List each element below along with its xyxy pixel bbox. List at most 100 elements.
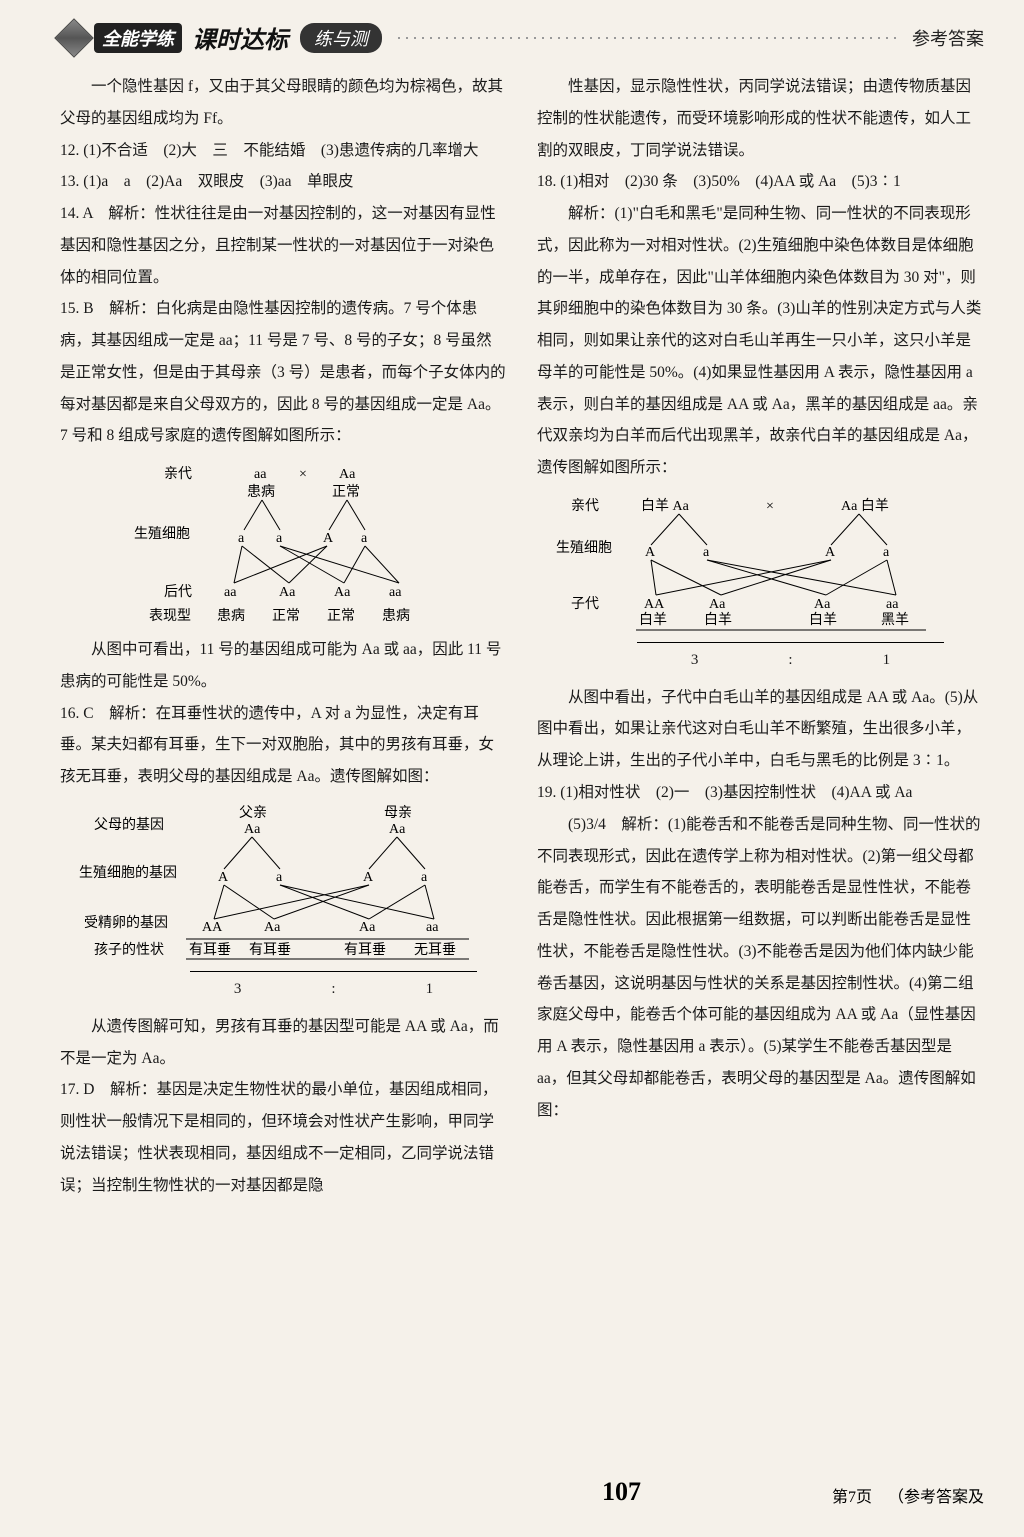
q15: 15. B 解析：白化病是由隐性基因控制的遗传病。7 号个体患病，其基因组成一定…: [60, 293, 507, 452]
text-block: 从图中看出，子代中白毛山羊的基因组成是 AA 或 Aa。(5)从图中看出，如果让…: [537, 682, 984, 777]
svg-text:正常: 正常: [272, 608, 300, 624]
q18-analysis: 解析：(1)"白毛和黑毛"是同种生物、同一性状的不同表现形式，因此称为一对相对性…: [537, 198, 984, 484]
svg-text:黑羊: 黑羊: [881, 612, 909, 628]
svg-text:白羊 Aa: 白羊 Aa: [641, 498, 690, 514]
page-number: 107: [602, 1477, 641, 1507]
logo-icon: [54, 18, 94, 58]
svg-text:Aa: Aa: [814, 597, 831, 612]
title-badge: 练与测: [300, 23, 382, 53]
svg-text:Aa 白羊: Aa 白羊: [841, 498, 889, 514]
right-column: 性基因，显示隐性性状，丙同学说法错误；由遗传物质基因控制的性状能遗传，而受环境影…: [537, 71, 984, 1469]
svg-text:Aa: Aa: [334, 585, 351, 600]
svg-text:×: ×: [766, 499, 774, 514]
svg-text:有耳垂: 有耳垂: [249, 942, 291, 958]
svg-text:A: A: [825, 545, 836, 560]
svg-text:Aa: Aa: [709, 597, 726, 612]
svg-text:A: A: [363, 870, 374, 885]
svg-text:Aa: Aa: [389, 822, 406, 837]
svg-text:a: a: [421, 870, 428, 885]
svg-text:Aa: Aa: [264, 920, 281, 935]
svg-text:受精卵的基因: 受精卵的基因: [84, 914, 168, 931]
footer-page-ref: 第7页: [832, 1489, 872, 1506]
page-header: 全能学练 课时达标 练与测 参考答案: [60, 20, 984, 59]
svg-text:a: a: [276, 870, 283, 885]
brand-badge: 全能学练: [94, 23, 182, 53]
label-mother-geno: Aa: [339, 467, 356, 482]
footer-note: （参考答案及: [888, 1489, 984, 1506]
q17: 17. D 解析：基因是决定生物性状的最小单位，基因组成相同，则性状一般情况下是…: [60, 1074, 507, 1201]
svg-text:Aa: Aa: [359, 920, 376, 935]
q18: 18. (1)相对 (2)30 条 (3)50% (4)AA 或 Aa (5)3…: [537, 166, 984, 198]
ratio-1: 1: [426, 974, 434, 1005]
label-cross: ×: [299, 467, 307, 482]
ratio-colon: :: [331, 974, 335, 1005]
q16: 16. C 解析：在耳垂性状的遗传中，A 对 a 为显性，决定有耳垂。某夫妇都有…: [60, 698, 507, 793]
q19: 19. (1)相对性状 (2)一 (3)基因控制性状 (4)AA 或 Aa: [537, 777, 984, 809]
label-pheno: 表现型: [149, 608, 191, 624]
svg-text:A: A: [645, 545, 656, 560]
svg-text:AA: AA: [202, 920, 223, 935]
svg-text:a: a: [361, 531, 368, 546]
svg-text:有耳垂: 有耳垂: [344, 942, 386, 958]
svg-text:患病: 患病: [217, 608, 245, 624]
header-left: 全能学练 课时达标 练与测: [60, 20, 382, 55]
text-block: 从遗传图解可知，男孩有耳垂的基因型可能是 AA 或 Aa，而不是一定为 Aa。: [60, 1011, 507, 1075]
svg-text:白羊: 白羊: [809, 612, 837, 628]
q13: 13. (1)a a (2)Aa 双眼皮 (3)aa 单眼皮: [60, 166, 507, 198]
q12: 12. (1)不合适 (2)大 三 不能结婚 (3)患遗传病的几率增大: [60, 135, 507, 167]
text-block: 从图中可看出，11 号的基因组成可能为 Aa 或 aa，因此 11 号患病的可能…: [60, 634, 507, 698]
svg-text:a: a: [883, 545, 890, 560]
svg-text:aa: aa: [389, 585, 402, 600]
svg-text:正常: 正常: [327, 608, 355, 624]
svg-text:a: a: [703, 545, 710, 560]
ratio-3: 3: [234, 974, 242, 1005]
svg-text:白羊: 白羊: [704, 612, 732, 628]
label-mother-state: 正常: [332, 484, 360, 500]
page-root: 全能学练 课时达标 练与测 参考答案 一个隐性基因 f，又由于其父母眼睛的颜色均…: [0, 0, 1024, 1537]
ratio-colon: :: [788, 645, 792, 676]
svg-text:父亲: 父亲: [239, 805, 267, 821]
svg-text:a: a: [238, 531, 245, 546]
label-gamete: 生殖细胞: [134, 525, 190, 542]
svg-text:aa: aa: [426, 920, 439, 935]
footer-right: 第7页 （参考答案及: [832, 1483, 984, 1507]
svg-text:Aa: Aa: [244, 822, 261, 837]
svg-text:白羊: 白羊: [639, 612, 667, 628]
svg-text:子代: 子代: [571, 596, 599, 612]
q19-analysis: (5)3/4 解析：(1)能卷舌和不能卷舌是同种生物、同一性状的不同表现形式，因…: [537, 809, 984, 1127]
ratio-1: 1: [883, 645, 891, 676]
svg-text:孩子的性状: 孩子的性状: [94, 942, 164, 958]
svg-text:Aa: Aa: [279, 585, 296, 600]
text-block: 一个隐性基因 f，又由于其父母眼睛的颜色均为棕褐色，故其父母的基因组成均为 Ff…: [60, 71, 507, 135]
svg-text:a: a: [276, 531, 283, 546]
header-dots: [392, 37, 902, 39]
content-columns: 一个隐性基因 f，又由于其父母眼睛的颜色均为棕褐色，故其父母的基因组成均为 Ff…: [60, 71, 984, 1469]
svg-text:父母的基因: 父母的基因: [94, 816, 164, 833]
title-main: 课时达标: [192, 20, 288, 55]
svg-text:患病: 患病: [382, 608, 410, 624]
inheritance-diagram-1: 亲代 aa × Aa 患病 正常 生殖细胞 a a A: [60, 458, 507, 628]
svg-text:A: A: [218, 870, 229, 885]
label-father-state: 患病: [247, 484, 275, 500]
svg-text:有耳垂: 有耳垂: [189, 942, 231, 958]
svg-text:亲代: 亲代: [571, 498, 599, 514]
text-block: 性基因，显示隐性性状，丙同学说法错误；由遗传物质基因控制的性状能遗传，而受环境影…: [537, 71, 984, 166]
ratio-row: 3 : 1: [190, 971, 477, 1005]
label-parent: 亲代: [164, 466, 192, 482]
inheritance-diagram-2: 父母的基因 父亲 Aa 母亲 Aa 生殖细胞的基因 A a A a: [60, 799, 507, 1005]
svg-text:无耳垂: 无耳垂: [414, 942, 456, 958]
left-column: 一个隐性基因 f，又由于其父母眼睛的颜色均为棕褐色，故其父母的基因组成均为 Ff…: [60, 71, 507, 1469]
inheritance-diagram-3: 亲代 白羊 Aa × Aa 白羊 生殖细胞 A a A a: [537, 490, 984, 676]
ratio-3: 3: [691, 645, 699, 676]
label-father-geno: aa: [254, 467, 267, 482]
ratio-row: 3 : 1: [637, 642, 944, 676]
svg-text:生殖细胞的基因: 生殖细胞的基因: [79, 864, 177, 881]
svg-text:母亲: 母亲: [384, 805, 412, 821]
svg-text:aa: aa: [886, 597, 899, 612]
svg-text:aa: aa: [224, 585, 237, 600]
header-right: 参考答案: [912, 25, 984, 51]
page-footer: 107 第7页 （参考答案及: [60, 1477, 984, 1507]
label-offspring: 后代: [164, 584, 192, 600]
svg-text:生殖细胞: 生殖细胞: [556, 539, 612, 556]
svg-text:AA: AA: [644, 597, 665, 612]
